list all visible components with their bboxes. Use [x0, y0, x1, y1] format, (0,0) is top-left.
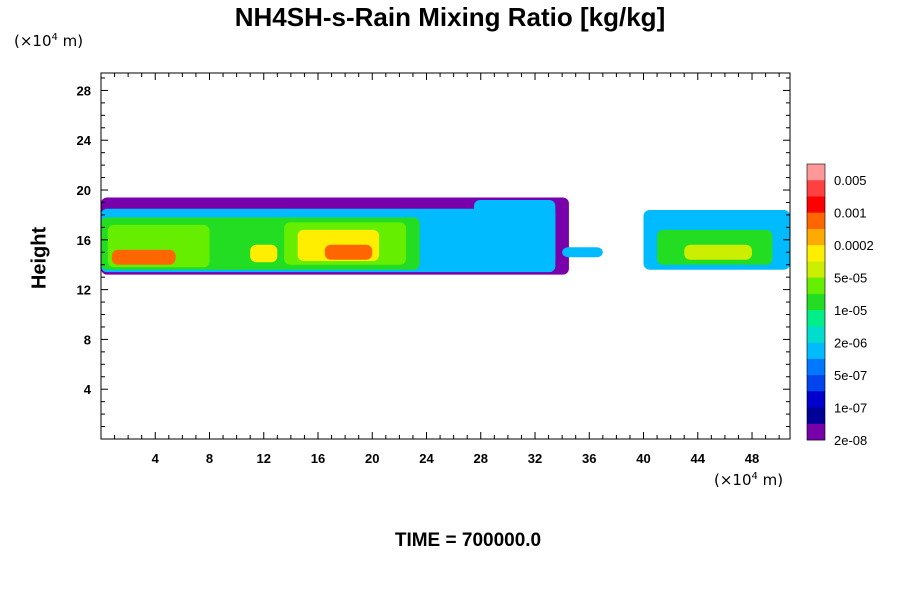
- colorbar-frame: [806, 163, 826, 441]
- contour-region: [324, 244, 373, 260]
- colorbar-label: 1e-05: [834, 303, 867, 318]
- colorbar: 0.005 0.001 0.0002 5e-05 1e-05 2e-06 5e-07 1e-0…: [806, 163, 874, 448]
- x-tick-label: 4: [152, 451, 160, 466]
- colorbar-swatch: [807, 261, 825, 278]
- chart-title: NH4SH-s-Rain Mixing Ratio [kg/kg]: [234, 2, 666, 32]
- colorbar-swatch: [807, 358, 825, 376]
- colorbar-swatch: [807, 423, 825, 441]
- y-tick-label: 28: [77, 83, 91, 98]
- x-tick-label: 8: [206, 451, 213, 466]
- time-label: TIME = 700000.0: [394, 530, 542, 551]
- y-tick-label: 20: [77, 183, 91, 198]
- x-tick-label: 12: [257, 451, 271, 466]
- x-axis: 4 8 12 16 20 24 28 32 36 40 44 48: [114, 73, 780, 466]
- colorbar-swatch: [807, 180, 825, 197]
- colorbar-swatch: [807, 277, 825, 295]
- contour-field: [101, 197, 790, 275]
- x-tick-label: 32: [528, 451, 542, 466]
- y-axis: 4 8 12 16 20 24 28: [77, 77, 790, 428]
- x-tick-label: 48: [745, 451, 759, 466]
- colorbar-label: 1e-07: [834, 401, 867, 416]
- y-tick-label: 24: [77, 133, 92, 148]
- colorbar-label: 5e-07: [834, 368, 867, 383]
- y-tick-label: 8: [84, 332, 91, 347]
- x-tick-label: 36: [582, 451, 596, 466]
- x-tick-label: 20: [365, 451, 379, 466]
- contour-region: [473, 199, 556, 265]
- colorbar-swatch: [807, 293, 825, 311]
- colorbar-swatch: [807, 375, 825, 392]
- y-tick-label: 12: [77, 283, 91, 298]
- colorbar-label: 0.001: [834, 206, 867, 221]
- colorbar-label: 0.0002: [834, 238, 874, 253]
- colorbar-swatch: [807, 407, 825, 425]
- colorbar-swatch: [807, 310, 825, 327]
- colorbar-label: 0.005: [834, 173, 867, 188]
- contour-region: [562, 247, 603, 258]
- colorbar-swatch: [807, 245, 825, 262]
- colorbar-swatch: [807, 342, 825, 360]
- colorbar-swatch: [807, 212, 825, 230]
- x-tick-label: 40: [636, 451, 650, 466]
- contour-region: [684, 244, 753, 260]
- contour-region: [250, 244, 278, 263]
- y-axis-unit: (×104 m): [14, 32, 84, 50]
- colorbar-swatch: [807, 326, 825, 343]
- x-axis-unit: (×104 m): [714, 471, 784, 489]
- contour-region: [111, 249, 176, 265]
- y-tick-label: 16: [77, 233, 91, 248]
- colorbar-label: 5e-05: [834, 271, 867, 286]
- colorbar-swatch: [807, 391, 825, 408]
- x-tick-label: 16: [311, 451, 325, 466]
- plot-frame: [100, 72, 791, 440]
- colorbar-swatch: [807, 196, 825, 214]
- colorbar-swatch: [807, 164, 825, 181]
- x-tick-label: 44: [691, 451, 706, 466]
- colorbar-swatch: [807, 228, 825, 246]
- x-tick-label: 28: [474, 451, 488, 466]
- x-tick-label: 24: [419, 451, 434, 466]
- colorbar-label: 2e-06: [834, 336, 867, 351]
- colorbar-label: 2e-08: [834, 433, 867, 448]
- y-tick-label: 4: [84, 382, 92, 397]
